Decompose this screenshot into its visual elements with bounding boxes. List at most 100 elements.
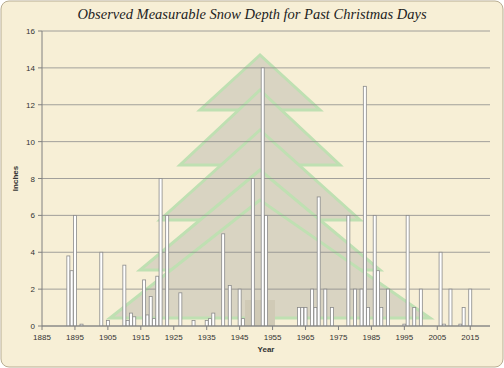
y-tick xyxy=(38,252,42,253)
y-tick-label: 6 xyxy=(31,211,36,220)
y-tick xyxy=(38,31,42,32)
y-tick xyxy=(38,215,42,216)
bar xyxy=(360,289,363,326)
x-tick xyxy=(305,326,306,330)
background xyxy=(1,1,503,367)
grid-line xyxy=(42,326,490,327)
y-tick-label: 14 xyxy=(26,64,35,73)
y-tick-label: 10 xyxy=(26,138,35,147)
bar xyxy=(413,308,416,326)
bar xyxy=(317,197,320,326)
bar xyxy=(439,252,442,326)
bar xyxy=(123,265,126,326)
y-tick xyxy=(38,141,42,142)
x-tick-label: 2015 xyxy=(461,333,479,342)
chart-root: 0246810121416188518951905191519251935194… xyxy=(0,0,504,368)
bar xyxy=(209,319,212,326)
bar xyxy=(367,308,370,326)
bar xyxy=(386,289,389,326)
bar xyxy=(377,271,380,326)
bar xyxy=(469,289,472,326)
y-tick-label: 16 xyxy=(26,27,35,36)
bar xyxy=(353,289,356,326)
x-tick-label: 1925 xyxy=(165,333,183,342)
bar xyxy=(304,308,307,326)
x-tick xyxy=(173,326,174,330)
bar xyxy=(100,252,103,326)
y-tick xyxy=(38,104,42,105)
bar xyxy=(373,215,376,326)
x-tick-label: 1945 xyxy=(231,333,249,342)
bar xyxy=(179,293,182,326)
x-tick-label: 1885 xyxy=(33,333,51,342)
bar xyxy=(192,320,195,326)
x-tick xyxy=(42,326,43,330)
grid-line xyxy=(42,31,490,32)
bar xyxy=(146,315,149,326)
grid-line xyxy=(42,67,490,68)
y-tick-label: 2 xyxy=(31,285,36,294)
bar xyxy=(126,320,129,326)
bar xyxy=(406,215,409,326)
bar xyxy=(462,308,465,326)
bar xyxy=(238,289,241,326)
x-tick-label: 1935 xyxy=(198,333,216,342)
bar xyxy=(314,308,317,326)
x-tick-label: 1915 xyxy=(132,333,150,342)
bar xyxy=(153,319,156,326)
x-axis xyxy=(42,326,490,327)
y-tick-label: 4 xyxy=(31,248,36,257)
tree-trunk xyxy=(245,300,275,326)
x-tick xyxy=(371,326,372,330)
bar xyxy=(311,289,314,326)
bar xyxy=(133,317,136,326)
bar xyxy=(297,308,300,326)
bar xyxy=(301,308,304,326)
y-axis xyxy=(42,31,43,326)
x-tick-label: 1905 xyxy=(99,333,117,342)
x-tick-label: 1955 xyxy=(264,333,282,342)
x-tick xyxy=(140,326,141,330)
x-tick-label: 1985 xyxy=(363,333,381,342)
tree-decoration xyxy=(110,55,430,326)
bar xyxy=(166,215,169,326)
x-tick-label: 1975 xyxy=(330,333,348,342)
bar xyxy=(67,256,70,326)
bar xyxy=(149,297,152,327)
bar xyxy=(70,271,73,326)
bar xyxy=(222,234,225,326)
bar xyxy=(205,320,208,326)
bar xyxy=(265,215,268,326)
title: Observed Measurable Snow Depth for Past … xyxy=(77,6,427,22)
bar xyxy=(106,320,109,326)
y-tick xyxy=(38,178,42,179)
bar xyxy=(143,280,146,326)
bar xyxy=(330,308,333,326)
bar xyxy=(228,285,231,326)
x-tick-label: 2005 xyxy=(428,333,446,342)
bar xyxy=(347,215,350,326)
bar xyxy=(324,289,327,326)
bar xyxy=(73,215,76,326)
bar xyxy=(363,86,366,326)
bar xyxy=(159,179,162,327)
bar xyxy=(261,68,264,326)
y-tick xyxy=(38,289,42,290)
bar xyxy=(419,289,422,326)
bar xyxy=(156,276,159,326)
x-tick xyxy=(272,326,273,330)
x-tick xyxy=(338,326,339,330)
x-tick xyxy=(239,326,240,330)
y-tick-label: 0 xyxy=(31,322,36,331)
bar xyxy=(380,308,383,326)
x-tick xyxy=(206,326,207,330)
x-axis-label: Year xyxy=(258,345,275,354)
bar xyxy=(251,179,254,327)
x-tick xyxy=(404,326,405,330)
x-tick xyxy=(437,326,438,330)
bar xyxy=(212,313,215,326)
grid-line xyxy=(42,104,490,105)
grid-line xyxy=(42,141,490,142)
bar xyxy=(129,313,132,326)
x-tick-label: 1895 xyxy=(66,333,84,342)
